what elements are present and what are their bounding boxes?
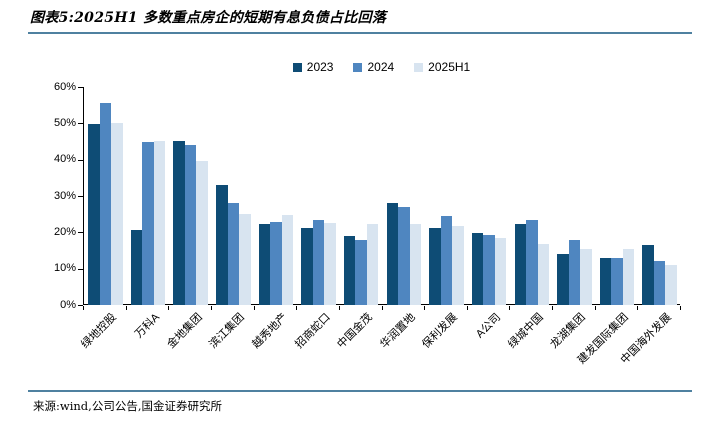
x-category-label: 保利发展: [420, 311, 461, 351]
bar-2023-绿地控股: [88, 124, 100, 305]
bar-2023-越秀地产: [258, 224, 271, 305]
bar-2025H1-万科A: [153, 140, 166, 305]
y-tick-label: 40%: [53, 153, 76, 166]
x-category-label: 绿城中国: [505, 311, 546, 351]
y-tick-mark: [78, 268, 83, 270]
bar-2023-招商蛇口: [301, 228, 313, 305]
y-tick-mark: [78, 159, 83, 161]
legend-label: 2023: [306, 60, 334, 74]
bar-2025H1-招商蛇口: [324, 222, 336, 305]
bar-2023-建发国际集团: [599, 258, 612, 305]
y-tick-label: 30%: [53, 189, 76, 202]
bar-2024-金地集团: [184, 145, 197, 305]
bar-2024-越秀地产: [270, 222, 282, 305]
figure-title: 图表5:2025H1 多数重点房企的短期有息负债占比回落: [30, 10, 387, 26]
x-tick-mark: [296, 306, 298, 310]
y-tick-label: 10%: [53, 262, 76, 275]
source-divider-line: [28, 390, 692, 392]
y-tick-label: 0%: [60, 298, 76, 311]
bar-2023-华润置地: [386, 203, 399, 305]
bar-2025H1-金地集团: [196, 161, 208, 305]
bar-2025H1-中国金茂: [366, 223, 379, 305]
x-category-label: 金地集团: [164, 311, 205, 351]
y-tick-mark: [78, 305, 83, 306]
x-tick-mark: [253, 306, 255, 310]
x-category-label: 滨江集团: [207, 311, 248, 351]
bar-2023-保利发展: [429, 227, 441, 305]
bar-2023-中国海外发展: [642, 245, 654, 305]
x-tick-mark: [381, 306, 383, 310]
bar-2024-绿地控股: [99, 102, 112, 305]
x-tick-mark: [509, 306, 511, 310]
x-tick-mark: [125, 306, 127, 310]
bar-2025H1-保利发展: [452, 226, 464, 305]
bar-2025H1-绿城中国: [537, 243, 549, 305]
legend-item-2025H1: 2025H1: [414, 61, 470, 73]
bar-2024-招商蛇口: [312, 219, 325, 305]
y-tick-mark: [78, 232, 83, 234]
chart-legend: 2023 2024 2025H1: [83, 61, 680, 73]
x-tick-mark: [637, 306, 639, 310]
x-category-label: 越秀地产: [250, 311, 290, 351]
bar-2025H1-中国海外发展: [665, 264, 677, 305]
legend-label: 2024: [367, 60, 395, 74]
x-tick-mark: [552, 306, 554, 310]
legend-swatch-2024: [353, 62, 363, 72]
bar-2025H1-越秀地产: [281, 215, 294, 305]
x-category-label: 华润置地: [378, 311, 418, 351]
legend-swatch-2023: [292, 62, 302, 72]
x-tick-mark: [424, 306, 426, 310]
title-divider-line: [28, 32, 692, 34]
y-tick-label: 50%: [53, 116, 76, 129]
bar-2024-A公司: [483, 234, 495, 305]
x-tick-mark: [83, 306, 84, 310]
bar-2023-中国金茂: [343, 235, 356, 305]
y-tick-mark: [78, 123, 83, 125]
bar-2023-滨江集团: [216, 185, 228, 305]
bar-2023-A公司: [471, 232, 484, 305]
bar-2024-绿城中国: [526, 220, 538, 305]
x-tick-mark: [466, 306, 468, 310]
bar-2024-华润置地: [398, 207, 410, 305]
y-tick-mark: [78, 196, 83, 197]
bar-2023-龙湖集团: [557, 253, 569, 305]
x-tick-mark: [210, 306, 212, 310]
source-note: 来源:wind,公司公告,国金证券研究所: [33, 399, 222, 413]
plot-area: [83, 87, 680, 305]
x-tick-mark: [338, 306, 340, 310]
x-category-label: 万科A: [132, 311, 162, 341]
bar-2025H1-绿地控股: [111, 123, 123, 305]
x-tick-mark: [594, 306, 596, 310]
legend-swatch-2025H1: [414, 62, 424, 72]
y-tick-label: 60%: [53, 80, 76, 93]
bar-2023-万科A: [130, 230, 143, 305]
bar-2024-滨江集团: [227, 203, 239, 305]
bar-2025H1-A公司: [494, 237, 507, 305]
legend-item-2023: 2023: [292, 60, 334, 74]
y-tick-mark: [78, 87, 83, 88]
bar-2023-金地集团: [173, 140, 185, 305]
x-category-label: A公司: [473, 311, 503, 341]
x-tick-mark: [680, 306, 681, 310]
x-category-label: 招商蛇口: [292, 311, 333, 351]
bar-2024-保利发展: [440, 215, 453, 305]
bar-2024-建发国际集团: [611, 258, 623, 305]
bar-2025H1-华润置地: [409, 224, 422, 305]
x-category-label: 中国金茂: [335, 311, 375, 351]
x-category-label: 绿地控股: [79, 311, 120, 351]
bar-2024-中国金茂: [355, 240, 367, 305]
bar-2024-中国海外发展: [653, 261, 666, 305]
legend-label: 2025H1: [428, 60, 471, 74]
bar-2025H1-滨江集团: [239, 214, 251, 305]
y-tick-label: 20%: [53, 225, 76, 238]
x-category-label: 龙湖集团: [548, 311, 589, 351]
bar-2024-万科A: [142, 142, 154, 305]
bar-2025H1-龙湖集团: [580, 248, 592, 305]
legend-item-2024: 2024: [353, 61, 394, 73]
x-tick-mark: [168, 306, 170, 310]
bar-2025H1-建发国际集团: [622, 249, 635, 305]
bar-2024-龙湖集团: [568, 240, 581, 305]
bar-2023-绿城中国: [514, 223, 526, 305]
